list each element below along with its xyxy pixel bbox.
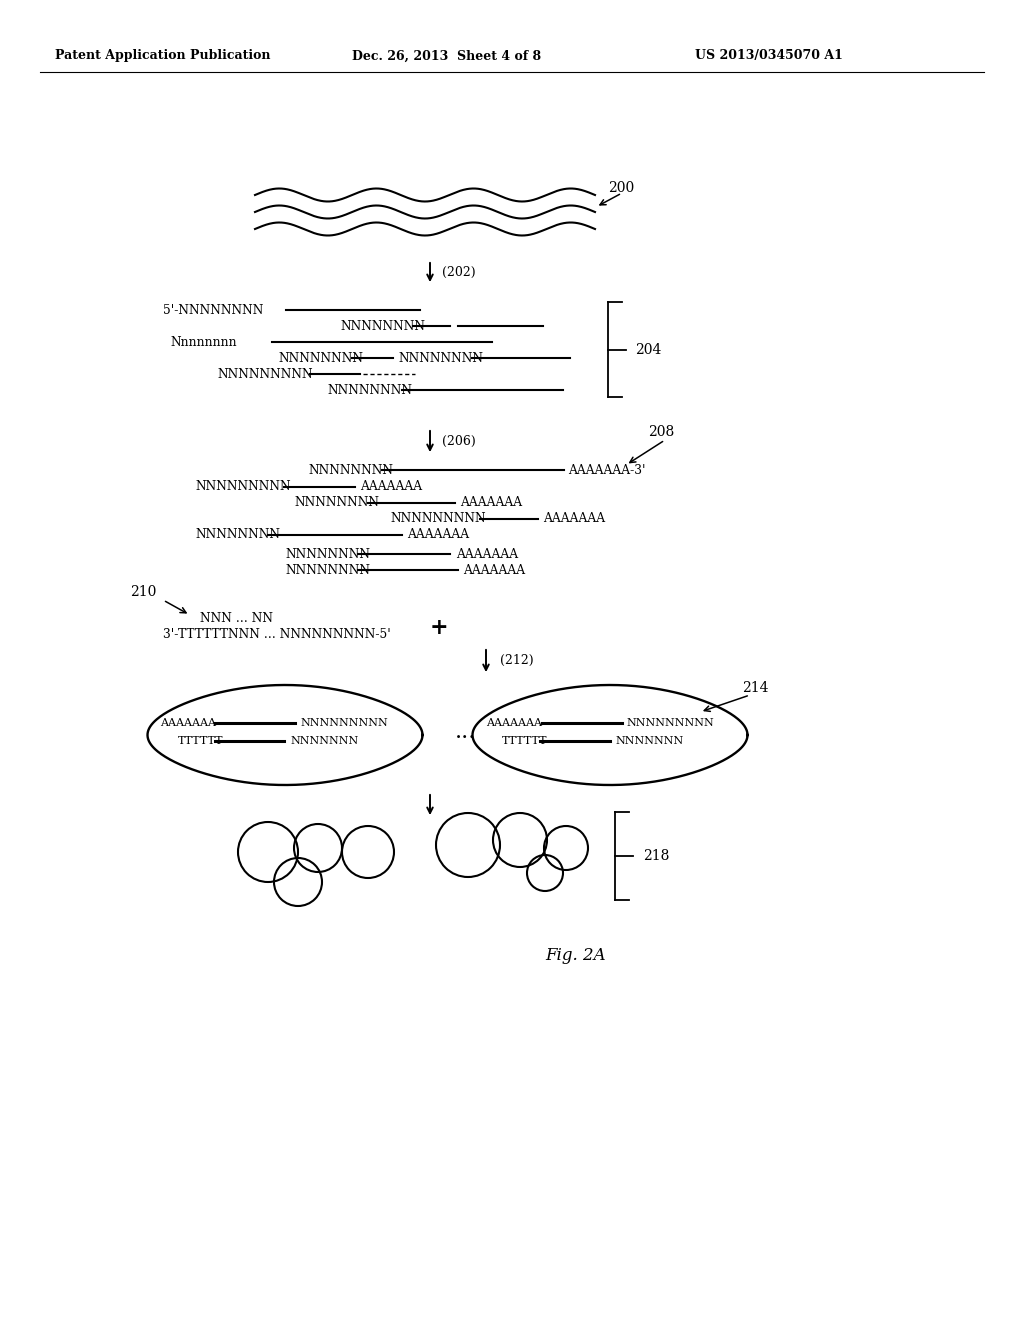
Text: AAAAAAA: AAAAAAA [486, 718, 542, 729]
Text: NNNNNNNNN: NNNNNNNNN [300, 718, 388, 729]
Text: NNNNNNNNN: NNNNNNNNN [626, 718, 714, 729]
Text: NNNNNNNN: NNNNNNNN [195, 528, 280, 541]
Text: 204: 204 [635, 342, 662, 356]
Text: NNN … NN: NNN … NN [200, 611, 273, 624]
Text: NNNNNNNN: NNNNNNNN [398, 351, 483, 364]
Text: AAAAAAA: AAAAAAA [160, 718, 216, 729]
Text: AAAAAAA: AAAAAAA [543, 512, 605, 525]
Text: 214: 214 [742, 681, 768, 696]
Text: AAAAAAA: AAAAAAA [463, 564, 525, 577]
Text: 208: 208 [648, 425, 674, 440]
Text: Nnnnnnnn: Nnnnnnnn [170, 335, 237, 348]
Text: +: + [430, 616, 449, 639]
Text: 210: 210 [130, 585, 157, 599]
Text: 218: 218 [643, 849, 670, 863]
Text: Patent Application Publication: Patent Application Publication [55, 49, 270, 62]
Text: NNNNNNNN: NNNNNNNN [327, 384, 412, 396]
Text: 5'-NNNNNNNN: 5'-NNNNNNNN [163, 304, 263, 317]
Text: AAAAAAA-3': AAAAAAA-3' [568, 463, 645, 477]
Text: TTTTTT: TTTTTT [502, 737, 548, 746]
Text: ...: ... [455, 721, 476, 743]
Text: NNNNNNN: NNNNNNN [615, 737, 683, 746]
Text: AAAAAAA: AAAAAAA [460, 496, 522, 510]
Text: (212): (212) [500, 653, 534, 667]
Text: NNNNNNNN: NNNNNNNN [340, 319, 425, 333]
Text: (206): (206) [442, 434, 476, 447]
Text: NNNNNNN: NNNNNNN [290, 737, 358, 746]
Text: NNNNNNNN: NNNNNNNN [308, 463, 393, 477]
Text: NNNNNNNNN: NNNNNNNNN [195, 480, 291, 494]
Text: NNNNNNNNN: NNNNNNNNN [217, 367, 312, 380]
Text: 200: 200 [608, 181, 634, 195]
Text: AAAAAAA: AAAAAAA [456, 548, 518, 561]
Text: Dec. 26, 2013  Sheet 4 of 8: Dec. 26, 2013 Sheet 4 of 8 [352, 49, 541, 62]
Text: NNNNNNNN: NNNNNNNN [294, 496, 379, 510]
Text: NNNNNNNNN: NNNNNNNNN [390, 512, 485, 525]
Text: NNNNNNNN: NNNNNNNN [285, 548, 370, 561]
Text: 3'-TTTTTTNNN … NNNNNNNNN-5': 3'-TTTTTTNNN … NNNNNNNNN-5' [163, 628, 391, 642]
Text: NNNNNNNN: NNNNNNNN [285, 564, 370, 577]
Text: TTTTTT: TTTTTT [178, 737, 223, 746]
Text: US 2013/0345070 A1: US 2013/0345070 A1 [695, 49, 843, 62]
Text: AAAAAAA: AAAAAAA [407, 528, 469, 541]
Text: Fig. 2A: Fig. 2A [545, 946, 605, 964]
Text: (202): (202) [442, 265, 475, 279]
Text: NNNNNNNN: NNNNNNNN [278, 351, 362, 364]
Text: AAAAAAA: AAAAAAA [360, 480, 422, 494]
